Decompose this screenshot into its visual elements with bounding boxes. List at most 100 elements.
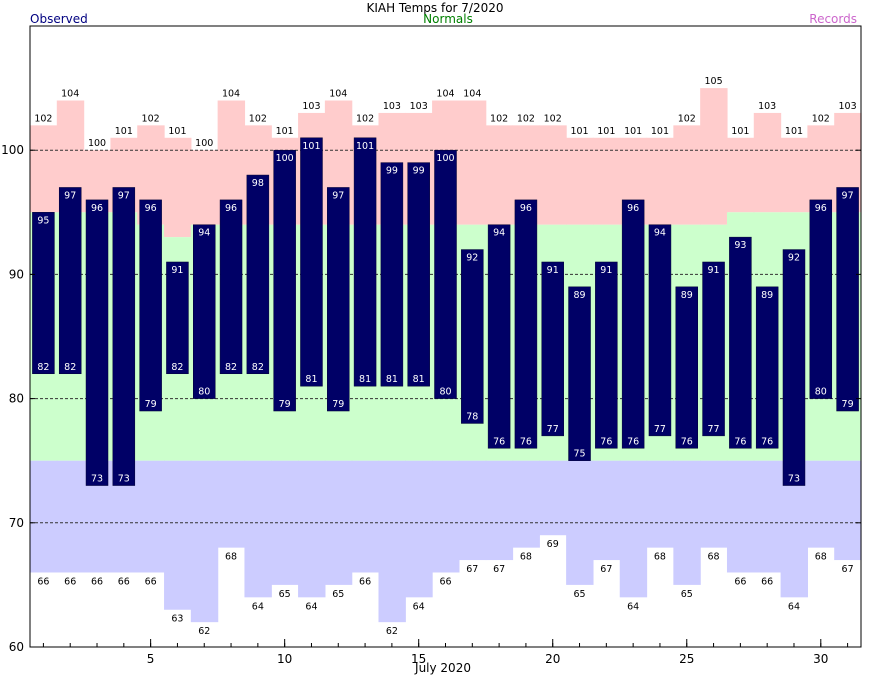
observed-low-label: 81 (305, 374, 317, 385)
record-high-label: 100 (195, 138, 213, 149)
record-low-band (834, 460, 862, 561)
record-low-band (351, 460, 380, 573)
observed-high-label: 91 (600, 265, 612, 276)
record-high-label: 103 (758, 101, 776, 112)
labels-layer: 102 66 95 82 104 66 97 82 100 66 96 73 101 66 97 73 102 6… (34, 76, 856, 637)
observed-low-label: 82 (171, 362, 183, 373)
observed-bar (166, 261, 189, 375)
record-low-band (30, 460, 58, 573)
record-low-band (458, 460, 487, 561)
record-high-band (726, 137, 755, 213)
observed-high-label: 94 (198, 228, 210, 239)
observed-bar (407, 162, 430, 387)
observed-low-label: 76 (627, 436, 639, 447)
observed-bar (514, 199, 538, 449)
record-high-label: 101 (651, 126, 669, 137)
record-low-label: 66 (359, 576, 371, 587)
record-high-label: 102 (517, 113, 535, 124)
observed-bar (755, 286, 779, 449)
observed-high-label: 96 (91, 203, 103, 214)
record-high-label: 103 (839, 101, 857, 112)
x-tick-label: 25 (679, 652, 694, 666)
record-low-label: 65 (279, 589, 291, 600)
record-high-label: 101 (785, 126, 803, 137)
observed-high-label: 99 (386, 166, 398, 177)
observed-low-label: 79 (842, 399, 854, 410)
observed-high-label: 94 (493, 228, 505, 239)
observed-low-label: 79 (279, 399, 291, 410)
record-low-band (485, 460, 514, 561)
record-low-label: 66 (118, 576, 130, 587)
observed-low-label: 76 (761, 436, 773, 447)
record-high-band (458, 100, 487, 225)
record-low-label: 66 (91, 576, 103, 587)
record-high-band (753, 112, 782, 213)
record-low-label: 65 (332, 589, 344, 600)
observed-high-label: 97 (332, 190, 344, 201)
record-low-band (217, 460, 246, 548)
observed-low-label: 82 (252, 362, 264, 373)
observed-low-label: 80 (439, 387, 451, 398)
x-tick-label: 20 (545, 652, 560, 666)
observed-bar (219, 199, 243, 375)
record-low-label: 68 (815, 552, 827, 563)
axes-layer: 60 70 80 90 100 5 10 15 20 25 30 (1, 25, 862, 666)
observed-bar (246, 174, 270, 375)
observed-high-label: 91 (708, 265, 720, 276)
record-high-label: 101 (168, 126, 186, 137)
observed-bar (193, 224, 216, 399)
observed-bar (809, 199, 833, 399)
x-tick-label: 30 (813, 652, 828, 666)
y-tick-label: 60 (9, 640, 24, 654)
observed-high-label: 97 (64, 190, 76, 201)
observed-low-label: 81 (413, 374, 425, 385)
record-high-label: 102 (678, 113, 696, 124)
bars-layer (32, 137, 859, 486)
record-low-band (324, 460, 353, 585)
observed-high-label: 99 (413, 166, 425, 177)
record-low-band (512, 460, 540, 548)
observed-bar (434, 149, 457, 399)
observed-low-label: 76 (681, 436, 693, 447)
observed-high-label: 89 (573, 290, 585, 301)
x-tick-label: 15 (411, 652, 426, 666)
observed-low-label: 76 (734, 436, 746, 447)
observed-bar (836, 187, 859, 412)
record-high-label: 105 (704, 76, 722, 87)
record-high-band (539, 125, 567, 225)
observed-bar (112, 187, 136, 486)
observed-low-label: 81 (386, 374, 398, 385)
record-low-label: 64 (413, 601, 425, 612)
observed-high-label: 96 (145, 203, 157, 214)
record-low-label: 65 (573, 589, 585, 600)
record-low-band (753, 460, 782, 573)
record-high-label: 103 (383, 101, 401, 112)
observed-bar (541, 261, 564, 437)
record-high-label: 102 (812, 113, 830, 124)
record-high-label: 104 (436, 89, 454, 100)
observed-low-label: 80 (198, 387, 210, 398)
observed-bar (85, 199, 109, 486)
record-low-band (164, 460, 192, 610)
record-low-label: 67 (493, 564, 505, 575)
record-low-band (432, 460, 460, 573)
observed-high-label: 91 (547, 265, 559, 276)
x-tick-label: 10 (277, 652, 292, 666)
observed-bar (568, 286, 591, 461)
observed-low-label: 75 (573, 449, 585, 460)
x-tick-label: 5 (147, 652, 155, 666)
observed-low-label: 82 (225, 362, 237, 373)
record-high-band (592, 137, 621, 225)
observed-low-label: 76 (600, 436, 612, 447)
record-low-label: 66 (37, 576, 49, 587)
observed-bar (782, 249, 806, 486)
observed-low-label: 77 (654, 424, 666, 435)
record-high-label: 104 (463, 89, 481, 100)
record-high-label: 102 (544, 113, 562, 124)
observed-low-label: 81 (359, 374, 371, 385)
observed-high-label: 94 (654, 228, 666, 239)
observed-low-label: 77 (547, 424, 559, 435)
record-low-label: 67 (466, 564, 478, 575)
observed-bar (702, 261, 725, 437)
